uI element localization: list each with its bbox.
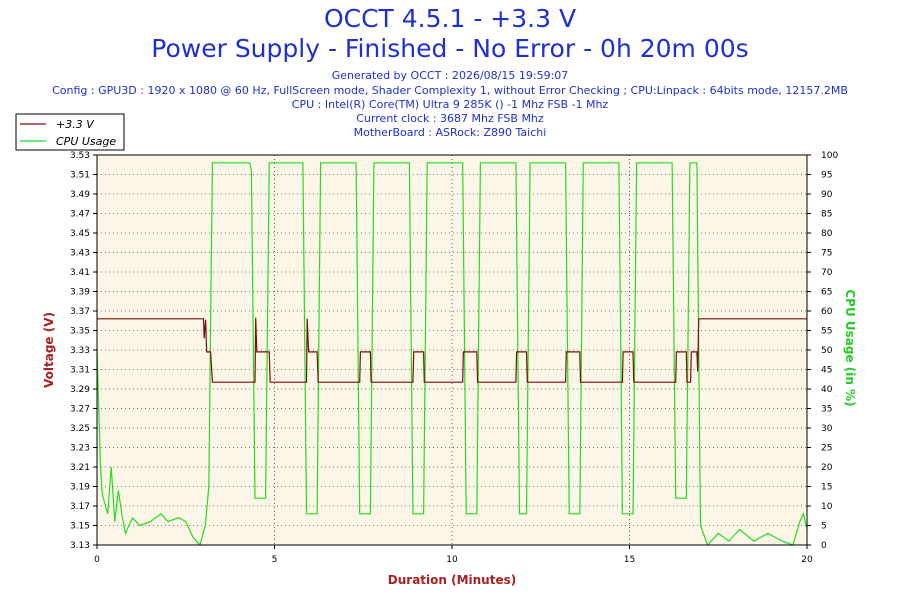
x-tick-label: 15 [624, 555, 635, 565]
left-tick-label: 3.35 [70, 327, 90, 337]
motherboard-info: MotherBoard : ASRock: Z890 Taichi [353, 126, 547, 139]
left-tick-label: 3.33 [70, 346, 90, 356]
right-tick-label: 70 [821, 268, 833, 278]
right-tick-label: 90 [821, 190, 833, 200]
right-tick-label: 15 [821, 483, 832, 493]
right-tick-label: 50 [821, 346, 833, 356]
right-axis-ticks: 0 5 10 15 20 25 30 35 40 45 50 55 60 65 70 75 80 85 90 95 10… [807, 151, 838, 551]
left-tick-label: 3.27 [70, 405, 90, 415]
right-tick-label: 20 [821, 463, 833, 473]
right-tick-label: 0 [821, 541, 827, 551]
generated-info: Generated by OCCT : 2026/08/15 19:59:07 [331, 69, 569, 82]
series-line-cpu-usage [96, 162, 808, 547]
right-tick-label: 60 [821, 307, 833, 317]
left-tick-label: 3.37 [70, 307, 90, 317]
config-info: Config : GPU3D : 1920 x 1080 @ 60 Hz, Fu… [52, 84, 848, 97]
right-tick-label: 80 [821, 229, 833, 239]
x-tick-label: 5 [272, 555, 278, 565]
x-axis-label: Duration (Minutes) [388, 573, 516, 587]
left-tick-label: 3.43 [70, 249, 90, 259]
series-line-voltage [97, 317, 807, 383]
left-axis-ticks: 3.13 3.15 3.17 3.19 3.21 3.23 3.25 3.27 3.29 3.31… [70, 151, 97, 551]
left-tick-label: 3.41 [70, 268, 90, 278]
right-tick-label: 30 [821, 424, 833, 434]
right-tick-label: 40 [821, 385, 833, 395]
left-tick-label: 3.53 [70, 151, 90, 161]
x-tick-label: 0 [94, 555, 100, 565]
left-tick-label: 3.15 [70, 522, 90, 532]
left-tick-label: 3.49 [70, 190, 90, 200]
left-tick-label: 3.29 [70, 385, 90, 395]
legend: +3.3 V CPU Usage [15, 113, 125, 151]
cpu-info: CPU : Intel(R) Core(TM) Ultra 9 285K () … [291, 98, 609, 111]
right-tick-label: 95 [821, 171, 832, 181]
right-tick-label: 10 [821, 502, 833, 512]
left-tick-label: 3.31 [70, 366, 90, 376]
y-axis-label-left: Voltage (V) [42, 312, 56, 388]
legend-label-cpu: CPU Usage [56, 135, 116, 148]
left-tick-label: 3.39 [70, 288, 90, 298]
legend-label-voltage: +3.3 V [56, 118, 95, 131]
left-tick-label: 3.25 [70, 424, 90, 434]
right-tick-label: 100 [821, 151, 838, 161]
right-tick-label: 5 [821, 522, 827, 532]
left-tick-label: 3.47 [70, 210, 90, 220]
right-tick-label: 85 [821, 210, 832, 220]
left-tick-label: 3.19 [70, 483, 90, 493]
left-tick-label: 3.21 [70, 463, 90, 473]
x-tick-label: 20 [801, 555, 813, 565]
x-axis-ticks: 0 5 10 15 20 [94, 545, 813, 565]
left-tick-label: 3.17 [70, 502, 90, 512]
right-tick-label: 25 [821, 444, 832, 454]
right-tick-label: 75 [821, 249, 832, 259]
chart-title: OCCT 4.5.1 - +3.3 V [323, 4, 577, 33]
right-tick-label: 65 [821, 288, 832, 298]
legend-box [15, 113, 125, 151]
left-tick-label: 3.23 [70, 444, 90, 454]
chart-subtitle: Power Supply - Finished - No Error - 0h … [151, 34, 749, 63]
x-tick-label: 10 [446, 555, 458, 565]
clock-info: Current clock : 3687 Mhz FSB Mhz [356, 112, 544, 125]
right-tick-label: 45 [821, 366, 832, 376]
left-tick-label: 3.13 [70, 541, 90, 551]
plot-frame [96, 154, 808, 546]
y-axis-label-right: CPU Usage (in %) [843, 289, 857, 406]
left-tick-label: 3.45 [70, 229, 90, 239]
right-tick-label: 55 [821, 327, 832, 337]
left-tick-label: 3.51 [70, 171, 90, 181]
right-tick-label: 35 [821, 405, 832, 415]
